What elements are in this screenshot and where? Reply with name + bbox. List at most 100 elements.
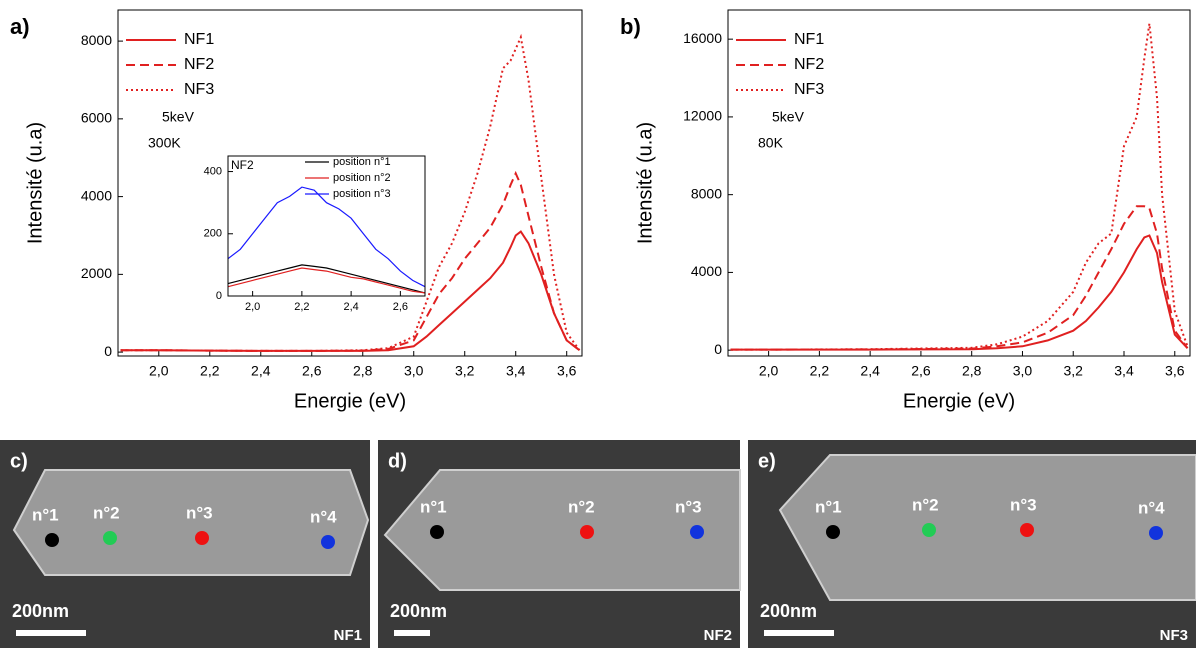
scale-label: 200nm	[390, 601, 447, 621]
y-tick-label: 4000	[691, 263, 722, 279]
series-line	[227, 186, 426, 288]
y-tick-label: 4000	[81, 187, 112, 203]
x-axis-label: Energie (eV)	[294, 390, 406, 412]
x-tick-label: 3,2	[455, 363, 475, 379]
annotation: 5keV	[162, 109, 195, 125]
panel-label: b)	[620, 14, 641, 39]
panel-label: e)	[758, 450, 776, 472]
y-tick-label: 200	[204, 228, 222, 240]
series-line	[227, 267, 426, 294]
scale-bar	[764, 630, 834, 636]
panel-label: c)	[10, 450, 28, 472]
panel-label: a)	[10, 14, 30, 39]
y-tick-label: 16000	[683, 30, 722, 46]
x-tick-label: 2,4	[343, 301, 358, 313]
inset-background	[228, 156, 425, 296]
point-label: n°2	[912, 495, 939, 514]
x-tick-label: 3,2	[1063, 363, 1083, 379]
x-tick-label: 3,0	[1013, 363, 1033, 379]
sample-name: NF3	[1160, 627, 1188, 644]
x-tick-label: 2,0	[149, 363, 169, 379]
x-tick-label: 2,4	[251, 363, 271, 379]
point-label: n°2	[568, 497, 595, 516]
y-axis-label: Intensité (u.a)	[24, 122, 46, 244]
point-label: n°3	[675, 497, 702, 516]
point-marker	[45, 533, 59, 547]
plot-frame	[727, 9, 1191, 357]
point-label: n°3	[1010, 495, 1037, 514]
series-line	[730, 205, 1189, 351]
y-tick-label: 0	[216, 290, 222, 302]
sample-name: NF2	[704, 627, 732, 644]
point-label: n°4	[310, 507, 337, 526]
nanowire	[778, 454, 1196, 601]
legend-label: NF2	[794, 56, 824, 73]
x-tick-label: 2,6	[393, 301, 408, 313]
legend-label: NF3	[794, 81, 824, 98]
point-label: n°1	[32, 505, 59, 524]
x-tick-label: 3,6	[1165, 363, 1185, 379]
series-line	[227, 264, 426, 294]
x-axis-label: Energie (eV)	[903, 390, 1015, 412]
x-tick-label: 2,6	[302, 363, 322, 379]
point-marker	[690, 525, 704, 539]
point-marker	[922, 523, 936, 537]
x-tick-label: 3,6	[557, 363, 577, 379]
point-marker	[195, 531, 209, 545]
x-tick-label: 2,2	[810, 363, 830, 379]
scale-bar	[16, 630, 86, 636]
x-tick-label: 2,2	[200, 363, 220, 379]
legend-label: NF1	[184, 31, 214, 48]
x-tick-label: 2,4	[860, 363, 880, 379]
annotation: 300K	[148, 135, 181, 151]
x-tick-label: 2,8	[962, 363, 982, 379]
point-marker	[580, 525, 594, 539]
legend-label: position n°2	[333, 172, 391, 184]
legend-label: position n°3	[333, 188, 391, 200]
y-tick-label: 8000	[81, 32, 112, 48]
point-marker	[1149, 526, 1163, 540]
series-line	[730, 23, 1189, 351]
scale-label: 200nm	[760, 601, 817, 621]
plot-frame	[227, 155, 426, 297]
point-marker	[1020, 523, 1034, 537]
point-label: n°4	[1138, 498, 1165, 517]
annotation: NF2	[231, 158, 254, 172]
y-tick-label: 6000	[81, 110, 112, 126]
annotation: 80K	[758, 135, 784, 151]
x-tick-label: 3,4	[506, 363, 526, 379]
point-label: n°3	[186, 503, 213, 522]
point-label: n°1	[815, 497, 842, 516]
annotation: 5keV	[772, 109, 805, 125]
y-tick-label: 400	[204, 165, 222, 177]
legend-label: position n°1	[333, 156, 391, 168]
legend-label: NF3	[184, 81, 214, 98]
sample-name: NF1	[334, 627, 362, 644]
y-tick-label: 0	[714, 341, 722, 357]
nanowire	[12, 469, 370, 576]
x-tick-label: 3,0	[404, 363, 424, 379]
point-label: n°1	[420, 497, 447, 516]
legend-label: NF2	[184, 56, 214, 73]
y-tick-label: 8000	[691, 185, 722, 201]
y-tick-label: 0	[104, 343, 112, 359]
nanowire	[383, 469, 741, 591]
point-marker	[430, 525, 444, 539]
point-marker	[321, 535, 335, 549]
series-line	[730, 234, 1189, 351]
point-label: n°2	[93, 503, 120, 522]
legend-label: NF1	[794, 31, 824, 48]
y-tick-label: 2000	[81, 265, 112, 281]
x-tick-label: 2,0	[759, 363, 779, 379]
scale-label: 200nm	[12, 601, 69, 621]
x-tick-label: 2,0	[245, 301, 260, 313]
series-line	[120, 33, 581, 352]
x-tick-label: 2,2	[294, 301, 309, 313]
plot-frame	[117, 9, 583, 357]
scale-bar	[394, 630, 430, 636]
point-marker	[103, 531, 117, 545]
point-marker	[826, 525, 840, 539]
x-tick-label: 2,8	[353, 363, 373, 379]
series-line	[120, 170, 581, 352]
